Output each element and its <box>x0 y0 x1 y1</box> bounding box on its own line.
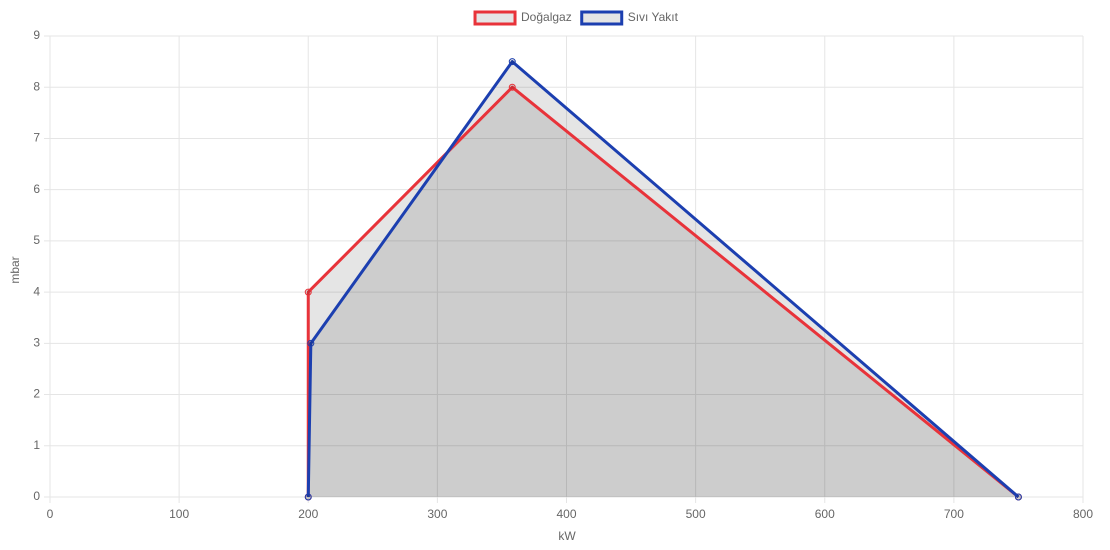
x-tick-label: 0 <box>47 507 54 521</box>
x-tick-label: 700 <box>944 507 964 521</box>
legend-label: Doğalgaz <box>521 10 572 24</box>
y-tick-label: 9 <box>33 28 40 42</box>
x-tick-label: 200 <box>298 507 318 521</box>
x-tick-label: 100 <box>169 507 189 521</box>
y-tick-label: 8 <box>33 79 40 93</box>
y-tick-label: 2 <box>33 387 40 401</box>
x-axis-label: kW <box>558 529 576 543</box>
line <box>306 85 1020 499</box>
point <box>307 339 315 347</box>
y-tick-label: 1 <box>33 438 40 452</box>
point <box>304 493 312 501</box>
y-tick-label: 5 <box>33 233 40 247</box>
y-tick-label: 0 <box>33 489 40 503</box>
legend-swatch <box>580 10 624 26</box>
y-tick-label: 3 <box>33 336 40 350</box>
area <box>308 87 1019 497</box>
x-tick-label: 800 <box>1073 507 1093 521</box>
point <box>304 288 312 296</box>
legend-label: Sıvı Yakıt <box>628 10 679 24</box>
x-tick-label: 500 <box>686 507 706 521</box>
point <box>508 83 516 91</box>
area <box>308 61 1019 497</box>
x-tick-label: 400 <box>556 507 576 521</box>
line <box>306 60 1020 499</box>
legend-swatch <box>473 10 517 26</box>
point <box>1014 493 1022 501</box>
x-tick-label: 300 <box>427 507 447 521</box>
y-tick-label: 6 <box>33 182 40 196</box>
y-tick-label: 7 <box>33 131 40 145</box>
point <box>508 58 516 66</box>
y-axis-label: mbar <box>8 256 22 283</box>
x-tick-label: 600 <box>815 507 835 521</box>
y-tick-label: 4 <box>33 284 40 298</box>
